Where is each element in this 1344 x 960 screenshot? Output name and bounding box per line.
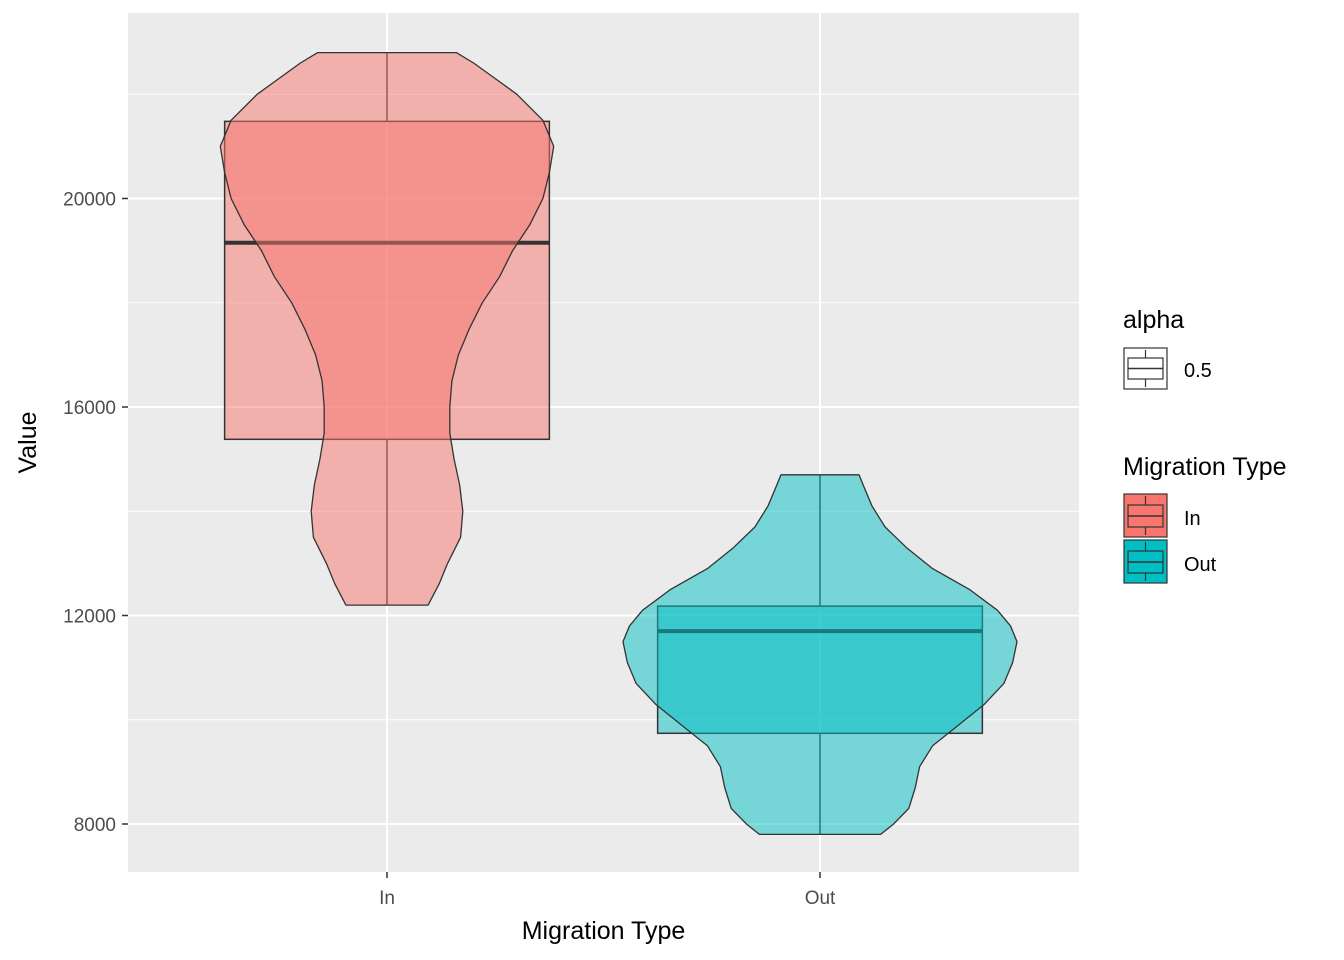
legend-fill-label-in: In xyxy=(1184,508,1201,530)
data-layer xyxy=(219,51,1018,836)
legend: alpha 0.5 Migration Type In Out xyxy=(1123,306,1287,584)
series-out xyxy=(622,474,1018,836)
legend-fill-title: Migration Type xyxy=(1123,453,1287,481)
x-axis-title: Migration Type xyxy=(522,917,686,945)
y-tick-label: 8000 xyxy=(74,815,116,836)
legend-alpha-key xyxy=(1123,347,1168,390)
x-tick-label: In xyxy=(379,888,395,909)
y-tick-label: 20000 xyxy=(63,190,116,211)
legend-fill-key-in xyxy=(1123,493,1168,538)
y-axis-title: Value xyxy=(14,411,42,473)
legend-alpha-label: 0.5 xyxy=(1184,360,1212,382)
x-tick-label: Out xyxy=(805,888,836,909)
legend-fill-label-out: Out xyxy=(1184,554,1217,576)
y-tick-label: 16000 xyxy=(63,398,116,419)
y-tick-label: 12000 xyxy=(63,607,116,628)
axes: 8000 12000 16000 20000 In Out xyxy=(63,190,836,910)
legend-fill-key-out xyxy=(1123,539,1168,584)
violin xyxy=(622,474,1018,836)
series-in xyxy=(219,51,555,606)
violin xyxy=(219,51,555,606)
legend-alpha-title: alpha xyxy=(1123,306,1184,334)
